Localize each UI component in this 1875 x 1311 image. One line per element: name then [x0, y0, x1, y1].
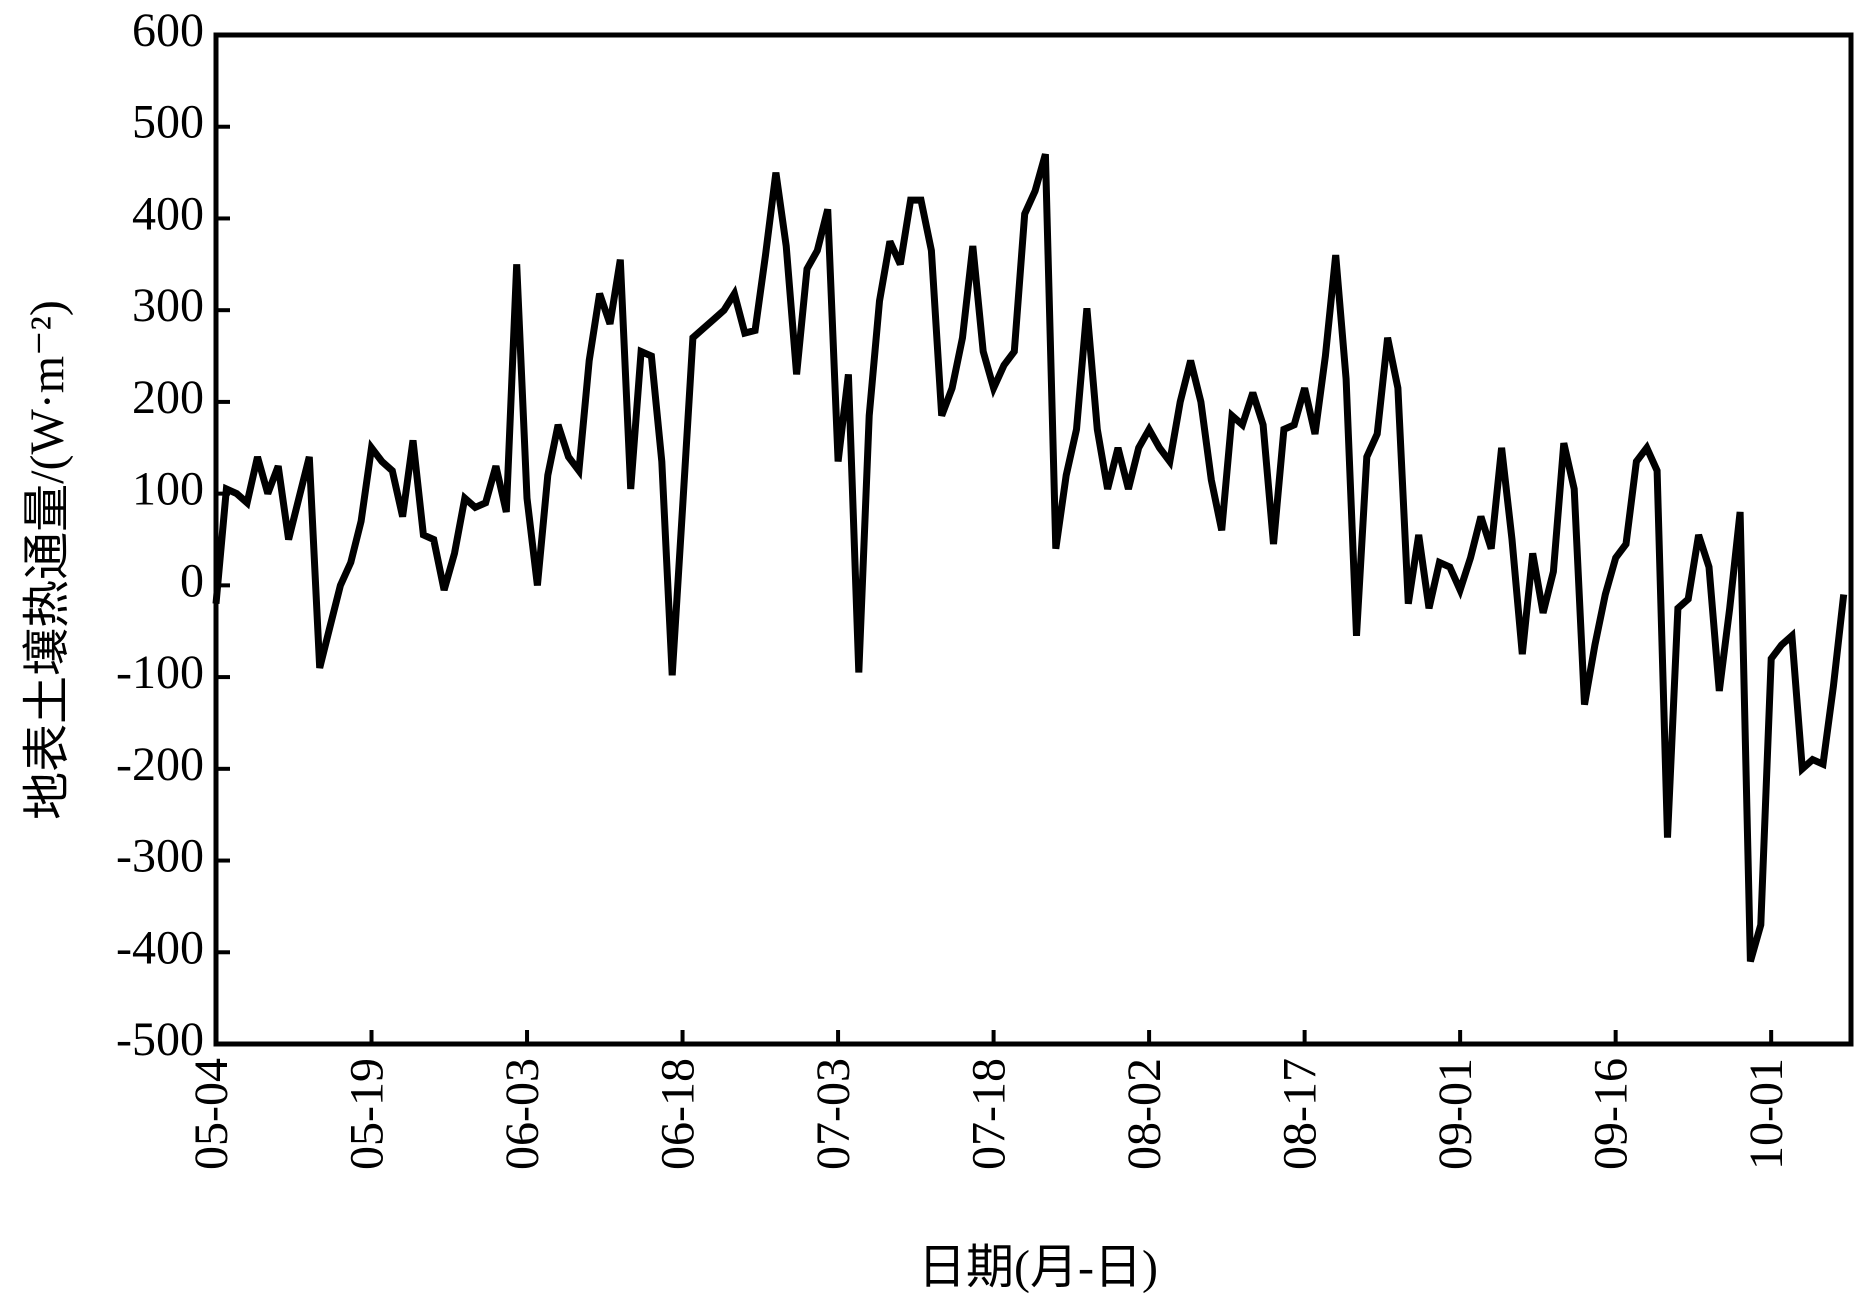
- x-tick-label: 07-03: [807, 1058, 860, 1170]
- y-axis-title: 地表土壤热通量/(W·m⁻²): [21, 300, 74, 820]
- y-tick-label: -400: [116, 921, 204, 974]
- plot-frame: [213, 32, 1854, 1047]
- y-tick-label: -500: [116, 1013, 204, 1066]
- x-tick-label: 08-02: [1118, 1058, 1171, 1170]
- x-tick-label: 08-17: [1274, 1058, 1327, 1170]
- y-tick-label: -300: [116, 830, 204, 883]
- x-axis-title: 日期(月-日): [918, 1241, 1158, 1294]
- x-tick-label: 09-16: [1585, 1058, 1638, 1170]
- y-tick-label: 600: [132, 4, 204, 57]
- y-tick-label: 0: [180, 554, 204, 607]
- y-tick-label: -100: [116, 646, 204, 699]
- x-tick-label: 06-18: [652, 1058, 705, 1170]
- x-tick-label: 09-01: [1429, 1058, 1482, 1170]
- x-tick-label: 06-03: [496, 1058, 549, 1170]
- y-tick-label: 200: [132, 371, 204, 424]
- y-tick-label: -200: [116, 738, 204, 791]
- y-tick-label: 500: [132, 96, 204, 149]
- x-tick-label: 07-18: [963, 1058, 1016, 1170]
- x-tick-label: 10-01: [1740, 1058, 1793, 1170]
- y-tick-label: 300: [132, 279, 204, 332]
- data-line: [212, 153, 1848, 963]
- y-tick-label: 100: [132, 463, 204, 516]
- y-tick-label: 400: [132, 187, 204, 240]
- x-tick-label: 05-19: [341, 1058, 394, 1170]
- x-tick-label: 05-04: [185, 1058, 238, 1170]
